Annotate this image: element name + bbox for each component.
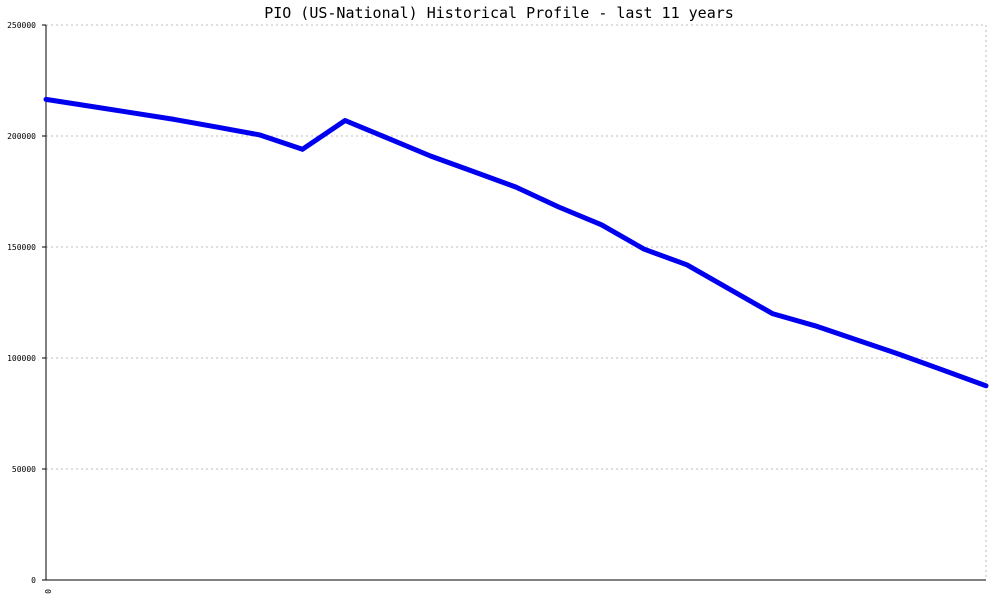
x-axis-ticks: 0 [43,589,52,594]
chart-title: PIO (US-National) Historical Profile - l… [264,4,734,22]
y-tick-label: 50000 [12,465,36,474]
x-tick-label: 0 [43,589,52,594]
y-axis-ticks: 0 50000 100000 150000 200000 250000 [7,21,46,585]
y-tick-label: 250000 [7,21,36,30]
axes [45,25,986,581]
y-tick-label: 150000 [7,243,36,252]
y-tick-label: 100000 [7,354,36,363]
y-tick-label: 200000 [7,132,36,141]
series-lines [43,96,989,389]
y-tick-label: 0 [31,576,36,585]
series-line [43,96,989,389]
grid-lines [46,24,987,580]
